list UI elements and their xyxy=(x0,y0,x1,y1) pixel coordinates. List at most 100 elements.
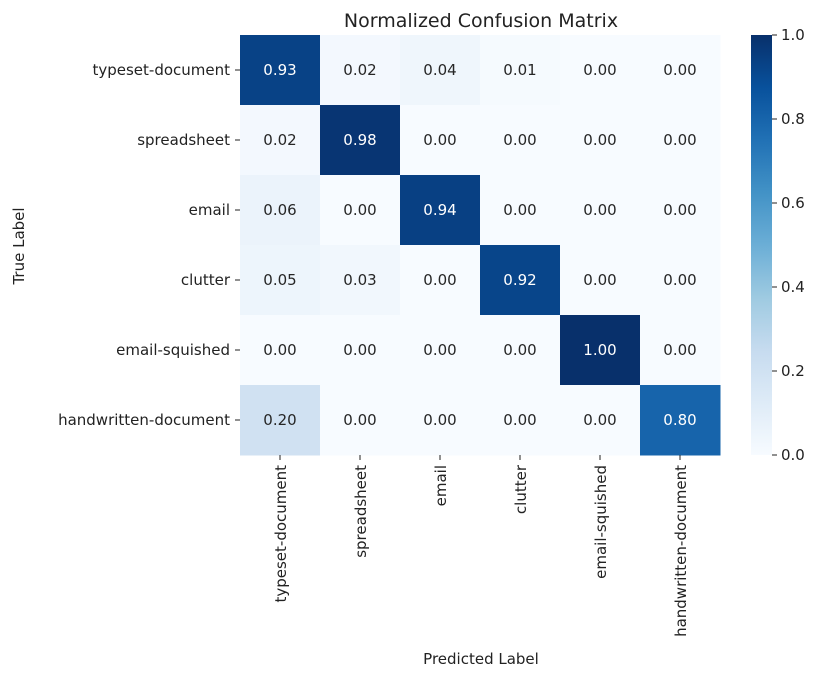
heatmap-cell xyxy=(320,385,401,456)
chart-title: Normalized Confusion Matrix xyxy=(344,10,618,32)
cell-value-label: 0.00 xyxy=(423,131,456,149)
heatmap-cell xyxy=(640,245,721,316)
cell-value-label: 0.02 xyxy=(343,61,376,79)
cell-value-label: 0.00 xyxy=(423,341,456,359)
colorbar xyxy=(751,35,772,455)
y-tick-label: clutter xyxy=(181,271,231,289)
heatmap-cell xyxy=(240,385,321,456)
heatmap-cell xyxy=(560,175,641,246)
cell-value-label: 0.03 xyxy=(343,271,376,289)
heatmap-cell-labels: 0.93 0.02 0.04 0.01 0.00 0.00 0.02 0.98 0.00 0.00… xyxy=(263,61,696,429)
y-tick-label: email-squished xyxy=(116,341,230,359)
cell-value-label: 0.80 xyxy=(663,411,696,429)
heatmap-cell xyxy=(240,315,321,386)
cell-value-label: 0.00 xyxy=(583,61,616,79)
colorbar-ticks: 0.0 0.2 0.4 0.6 0.8 1.0 xyxy=(772,26,805,464)
y-tick-label: handwritten-document xyxy=(58,411,230,429)
cell-value-label: 0.20 xyxy=(263,411,296,429)
cell-value-label: 1.00 xyxy=(583,341,616,359)
heatmap-cell xyxy=(640,35,721,106)
heatmap-cell xyxy=(560,315,641,386)
heatmap-cell xyxy=(240,105,321,176)
heatmap-cell xyxy=(480,385,561,456)
heatmap-cell xyxy=(560,245,641,316)
heatmap-cell xyxy=(240,35,321,106)
colorbar-tick-label: 0.0 xyxy=(781,446,805,464)
heatmap-cell xyxy=(320,175,401,246)
y-axis-ticks: typeset-document spreadsheet email clutter e… xyxy=(58,61,240,429)
cell-value-label: 0.00 xyxy=(423,271,456,289)
cell-value-label: 0.00 xyxy=(583,271,616,289)
x-tick-label: typeset-document xyxy=(272,465,290,603)
heatmap-cell xyxy=(320,105,401,176)
heatmap-cell xyxy=(560,35,641,106)
heatmap-cell xyxy=(400,175,481,246)
colorbar-tick-label: 1.0 xyxy=(781,26,805,44)
heatmap-cell xyxy=(320,245,401,316)
cell-value-label: 0.00 xyxy=(343,201,376,219)
cell-value-label: 0.00 xyxy=(503,131,536,149)
x-axis-label: Predicted Label xyxy=(423,650,539,668)
x-tick-label: email xyxy=(432,465,450,506)
heatmap-cell xyxy=(320,35,401,106)
cell-value-label: 0.98 xyxy=(343,131,376,149)
heatmap-cell xyxy=(320,315,401,386)
heatmap-cell xyxy=(560,385,641,456)
cell-value-label: 0.00 xyxy=(343,411,376,429)
cell-value-label: 0.93 xyxy=(263,61,296,79)
heatmap-cell xyxy=(640,175,721,246)
cell-value-label: 0.00 xyxy=(663,61,696,79)
heatmap-cell xyxy=(480,35,561,106)
cell-value-label: 0.00 xyxy=(583,131,616,149)
heatmap-cell xyxy=(400,35,481,106)
cell-value-label: 0.00 xyxy=(663,201,696,219)
cell-value-label: 0.00 xyxy=(423,411,456,429)
cell-value-label: 0.00 xyxy=(503,411,536,429)
x-tick-label: email-squished xyxy=(592,465,610,579)
cell-value-label: 0.00 xyxy=(343,341,376,359)
x-tick-label: clutter xyxy=(512,464,530,514)
cell-value-label: 0.06 xyxy=(263,201,296,219)
heatmap-cell xyxy=(640,315,721,386)
x-tick-label: spreadsheet xyxy=(352,465,370,558)
heatmap-cell xyxy=(480,245,561,316)
cell-value-label: 0.02 xyxy=(263,131,296,149)
heatmap-cell xyxy=(560,105,641,176)
colorbar-tick-label: 0.4 xyxy=(781,278,805,296)
heatmap-cell xyxy=(400,385,481,456)
heatmap-cell xyxy=(240,245,321,316)
cell-value-label: 0.00 xyxy=(663,341,696,359)
heatmap-cell xyxy=(240,175,321,246)
heatmap-cell xyxy=(640,105,721,176)
heatmap-cell xyxy=(640,385,721,456)
cell-value-label: 0.92 xyxy=(503,271,536,289)
cell-value-label: 0.05 xyxy=(263,271,296,289)
y-axis-label: True Label xyxy=(10,207,28,285)
colorbar-tick-label: 0.2 xyxy=(781,362,805,380)
cell-value-label: 0.04 xyxy=(423,61,456,79)
heatmap-cell xyxy=(400,245,481,316)
heatmap-cell xyxy=(480,105,561,176)
colorbar-tick-label: 0.8 xyxy=(781,110,805,128)
cell-value-label: 0.00 xyxy=(503,341,536,359)
colorbar-tick-label: 0.6 xyxy=(781,194,805,212)
y-tick-label: email xyxy=(189,201,230,219)
cell-value-label: 0.00 xyxy=(263,341,296,359)
cell-value-label: 0.00 xyxy=(583,201,616,219)
heatmap-cell xyxy=(400,315,481,386)
heatmap-cells xyxy=(240,35,721,456)
heatmap-cell xyxy=(480,315,561,386)
y-tick-label: typeset-document xyxy=(92,61,230,79)
y-tick-label: spreadsheet xyxy=(137,131,230,149)
x-tick-label: handwritten-document xyxy=(672,465,690,637)
cell-value-label: 0.94 xyxy=(423,201,456,219)
cell-value-label: 0.01 xyxy=(503,61,536,79)
heatmap-cell xyxy=(480,175,561,246)
x-axis-ticks: typeset-document spreadsheet email clutter e… xyxy=(272,455,690,637)
cell-value-label: 0.00 xyxy=(503,201,536,219)
cell-value-label: 0.00 xyxy=(663,271,696,289)
cell-value-label: 0.00 xyxy=(663,131,696,149)
heatmap-cell xyxy=(400,105,481,176)
cell-value-label: 0.00 xyxy=(583,411,616,429)
